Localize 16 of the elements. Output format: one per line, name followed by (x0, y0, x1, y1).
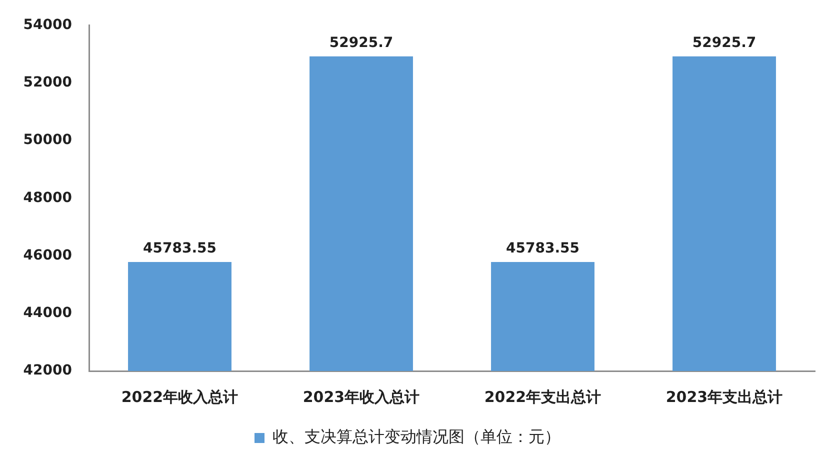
legend-label: 收、支决算总计变动情况图（单位：元） (272, 427, 560, 446)
y-tick-label: 54000 (23, 17, 72, 34)
x-tick-label: 2022年支出总计 (484, 388, 602, 406)
x-tick-label: 2023年收入总计 (302, 388, 420, 406)
x-tick-label: 2023年支出总计 (666, 388, 783, 406)
y-tick-label: 44000 (23, 305, 72, 322)
x-tick-label: 2022年收入总计 (121, 388, 238, 406)
y-tick-label: 50000 (23, 132, 72, 148)
data-label: 52925.7 (329, 34, 394, 51)
data-label: 45783.55 (506, 240, 580, 257)
y-tick-label: 52000 (23, 74, 72, 91)
y-tick-label: 42000 (23, 362, 72, 379)
y-tick-label: 48000 (23, 190, 72, 206)
y-tick-label: 46000 (23, 247, 72, 264)
data-label: 52925.7 (692, 34, 756, 51)
data-label: 45783.55 (142, 240, 217, 257)
